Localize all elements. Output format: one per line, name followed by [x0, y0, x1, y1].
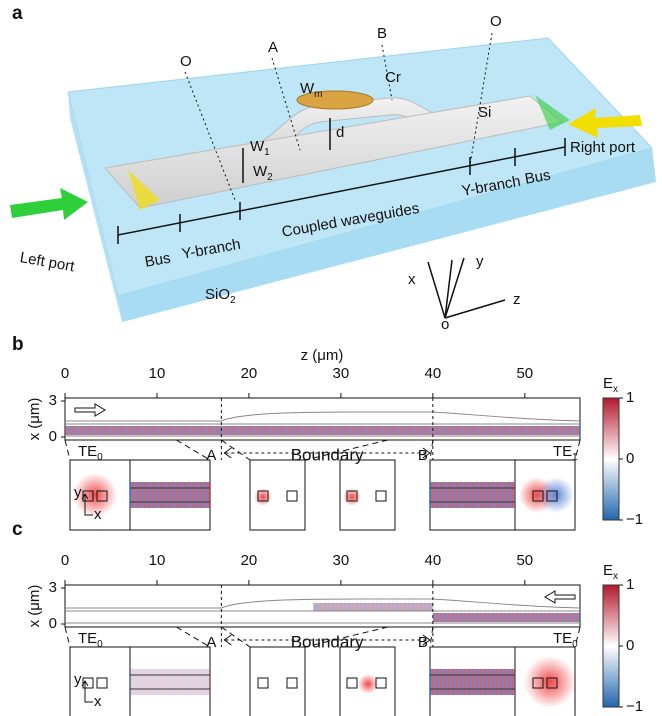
- axis-label: x: [408, 271, 416, 288]
- colorbar-title-base: E: [603, 375, 613, 392]
- mode-label: TE0: [78, 443, 103, 463]
- boundary-label: A: [206, 634, 216, 651]
- mode-label-sub: 0: [572, 639, 578, 650]
- panel-label: b: [12, 334, 24, 355]
- material-label-base: SiO: [205, 286, 230, 303]
- width-label-sub: 2: [267, 172, 273, 183]
- mode-label-base: TE: [553, 630, 572, 647]
- x-tick-label: 10: [149, 552, 166, 569]
- inset-axis-label: y: [74, 484, 82, 501]
- material-label: Cr: [385, 69, 401, 86]
- colorbar-tick-label: 1: [626, 576, 634, 593]
- inset-axis-label: x: [94, 693, 102, 710]
- colorbar: [603, 585, 619, 707]
- mode-label-sub: 0: [97, 452, 103, 463]
- page: {"panel_a":{"label":"a","section_lines":…: [0, 0, 662, 716]
- mode-label: TE1: [553, 443, 578, 463]
- y-tick-label: 3: [49, 392, 57, 409]
- section-label: O: [490, 13, 502, 30]
- mode-label-base: TE: [553, 443, 572, 460]
- mode-label: TE0: [553, 630, 578, 650]
- colorbar: [603, 398, 619, 520]
- x-tick-label: 40: [425, 365, 442, 382]
- colorbar-tick-label: 0: [626, 450, 634, 467]
- x-tick-label: 40: [425, 552, 442, 569]
- width-label-base: W: [300, 80, 315, 97]
- mode-field: [358, 674, 378, 694]
- y-axis-title: x (μm): [26, 585, 43, 628]
- section-label: O: [180, 53, 192, 70]
- colorbar-title-base: E: [603, 562, 613, 579]
- y-tick-label: 0: [49, 615, 57, 632]
- mode-label: TE0: [78, 630, 103, 650]
- colorbar-title: Ex: [603, 375, 618, 395]
- colorbar-tick-label: 0: [626, 637, 634, 654]
- x-tick-label: 30: [333, 552, 350, 569]
- x-tick-label: 0: [61, 365, 69, 382]
- boundary-label: B: [418, 634, 428, 651]
- port-label: Left port: [19, 249, 77, 275]
- material-label-sub: 2: [230, 295, 236, 306]
- figure: aOABOWmCrdW1W2SiRight portLeft portY-bra…: [0, 0, 662, 716]
- x-tick-label: 50: [516, 552, 533, 569]
- section-label: A: [268, 39, 278, 56]
- width-label-base: W: [253, 163, 268, 180]
- field-pattern: [313, 603, 433, 611]
- mode-label-base: TE: [78, 443, 97, 460]
- boundary-label: B: [418, 447, 428, 464]
- section-label: B: [377, 25, 387, 42]
- panel-label: c: [12, 519, 23, 540]
- colorbar-tick-label: 1: [626, 389, 634, 406]
- x-tick-label: 50: [516, 365, 533, 382]
- mode-label-sub: 0: [97, 639, 103, 650]
- axis-label: y: [476, 253, 484, 270]
- field-pattern: [130, 482, 210, 508]
- field-pattern: [433, 613, 580, 622]
- inset-axis-label: x: [94, 506, 102, 523]
- boundary-label: Boundary: [291, 632, 364, 651]
- colorbar-title-sub: x: [613, 384, 618, 395]
- axis-label: o: [441, 316, 449, 333]
- x-tick-label: 0: [61, 552, 69, 569]
- x-tick-label: 30: [333, 365, 350, 382]
- width-label-base: W: [250, 138, 265, 155]
- gap-label: d: [336, 124, 344, 141]
- y-tick-label: 0: [49, 428, 57, 445]
- colorbar-tick-label: −1: [626, 511, 643, 528]
- field-pattern: [430, 482, 515, 508]
- material-label: Si: [478, 104, 491, 121]
- width-label-sub: 1: [264, 147, 270, 158]
- mode-label-base: TE: [78, 630, 97, 647]
- panel-label: a: [12, 3, 23, 24]
- y-axis-title: x (μm): [26, 398, 43, 441]
- x-tick-label: 20: [241, 365, 258, 382]
- input-arrow: [10, 188, 88, 220]
- axis-label: z: [513, 291, 521, 308]
- boundary-label: A: [206, 447, 216, 464]
- boundary-label: Boundary: [291, 445, 364, 464]
- width-label-sub: m: [314, 89, 322, 100]
- x-tick-label: 10: [149, 365, 166, 382]
- x-tick-label: 20: [241, 552, 258, 569]
- mode-label-sub: 1: [572, 452, 578, 463]
- field-pattern: [65, 426, 580, 435]
- colorbar-title: Ex: [603, 562, 618, 582]
- field-pattern: [130, 669, 210, 695]
- field-pattern: [430, 669, 515, 695]
- colorbar-title-sub: x: [613, 571, 618, 582]
- mode-field: [524, 656, 576, 708]
- x-axis-title: z (μm): [301, 347, 344, 364]
- panel-a-drawing: [10, 33, 656, 322]
- port-label: Right port: [570, 139, 636, 156]
- inset-axis-label: y: [74, 671, 82, 688]
- colorbar-tick-label: −1: [626, 698, 643, 715]
- y-tick-label: 3: [49, 579, 57, 596]
